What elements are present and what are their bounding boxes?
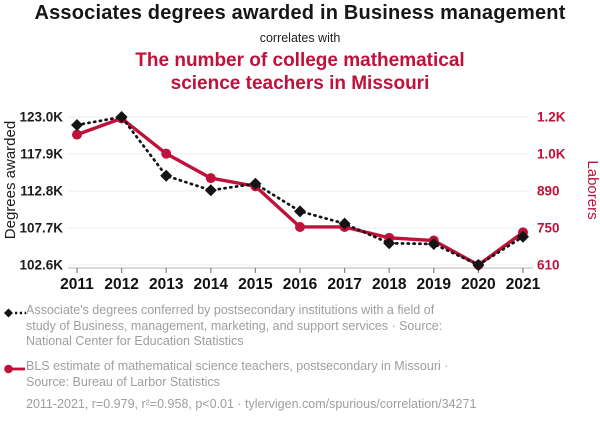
x-tick-label-2014: 2014: [194, 276, 229, 293]
black-diamond-dotted-marker: [4, 308, 26, 318]
chart-title: Associates degrees awarded in Business m…: [34, 2, 566, 24]
legend-text-degrees: Associate's degrees conferred by postsec…: [26, 303, 443, 348]
left-tick-label: 112.8K: [20, 184, 63, 199]
left-tick-label: 123.0K: [19, 110, 63, 125]
x-tick-label-2013: 2013: [149, 276, 184, 293]
data-point-degrees-2021: [517, 230, 529, 243]
x-tick-label-2018: 2018: [372, 276, 407, 293]
right-tick-label: 1.0K: [537, 147, 566, 162]
data-point-degrees-2020: [472, 259, 485, 271]
stats-footer: 2011-2021, r=0.979, r²=0.958, p<0.01 · t…: [26, 397, 477, 411]
data-point-teachers-2016: [295, 221, 305, 232]
right-tick-label: 610: [537, 258, 560, 273]
data-point-degrees-2019: [427, 237, 440, 250]
data-point-teachers-2014: [205, 173, 216, 184]
data-point-degrees-2014: [204, 184, 217, 197]
right-tick-label: 890: [537, 184, 560, 199]
right-tick-label: 750: [537, 221, 560, 236]
dual-axis-line-chart: 123.0K 1.2K 117.9K 1.0K 112.8K 890 107.7K 750 10…: [0, 100, 600, 295]
left-tick-label: 117.9K: [20, 147, 63, 162]
x-tick-label-2011: 2011: [60, 276, 94, 293]
data-point-degrees-2015: [249, 177, 262, 190]
red-series-title: The number of college mathematical scien…: [0, 49, 600, 95]
right-tick-label: 1.2K: [537, 110, 566, 125]
left-axis-title: Degrees awarded: [2, 121, 19, 239]
x-tick-label-2015: 2015: [238, 276, 273, 293]
data-point-degrees-2016: [294, 205, 306, 218]
data-point-degrees-2018: [383, 237, 396, 250]
x-tick-label-2012: 2012: [104, 276, 138, 293]
left-tick-label: 107.7K: [19, 221, 63, 236]
red-circle-solid-marker: [4, 364, 25, 374]
data-point-teachers-2013: [161, 148, 172, 159]
data-point-teachers-2011: [72, 129, 82, 140]
legend-item-degrees: Associate's degrees conferred by postsec…: [3, 303, 597, 350]
x-tick-label-2019: 2019: [417, 276, 452, 293]
left-tick-label: 102.6K: [19, 258, 63, 273]
data-point-degrees-2011: [71, 118, 83, 131]
red-series-title-line-1: The number of college mathematical: [135, 50, 465, 71]
legend-text-teachers: BLS estimate of mathematical science tea…: [26, 359, 449, 389]
x-tick-label-2016: 2016: [283, 276, 318, 293]
red-series-title-line-2: science teachers in Missouri: [170, 73, 430, 94]
series-line-teachers: [76, 116, 525, 267]
x-tick-label-2021: 2021: [506, 276, 541, 293]
data-point-degrees-2017: [338, 217, 351, 230]
x-tick-label-2020: 2020: [461, 276, 495, 293]
x-tick-label-2017: 2017: [327, 276, 361, 293]
correlates-with-label: correlates with: [259, 31, 341, 45]
right-axis-title: Laborers: [584, 160, 600, 219]
data-point-degrees-2012: [115, 111, 128, 123]
legend-item-teachers: BLS estimate of mathematical science tea…: [3, 359, 597, 390]
data-point-degrees-2013: [160, 169, 173, 182]
